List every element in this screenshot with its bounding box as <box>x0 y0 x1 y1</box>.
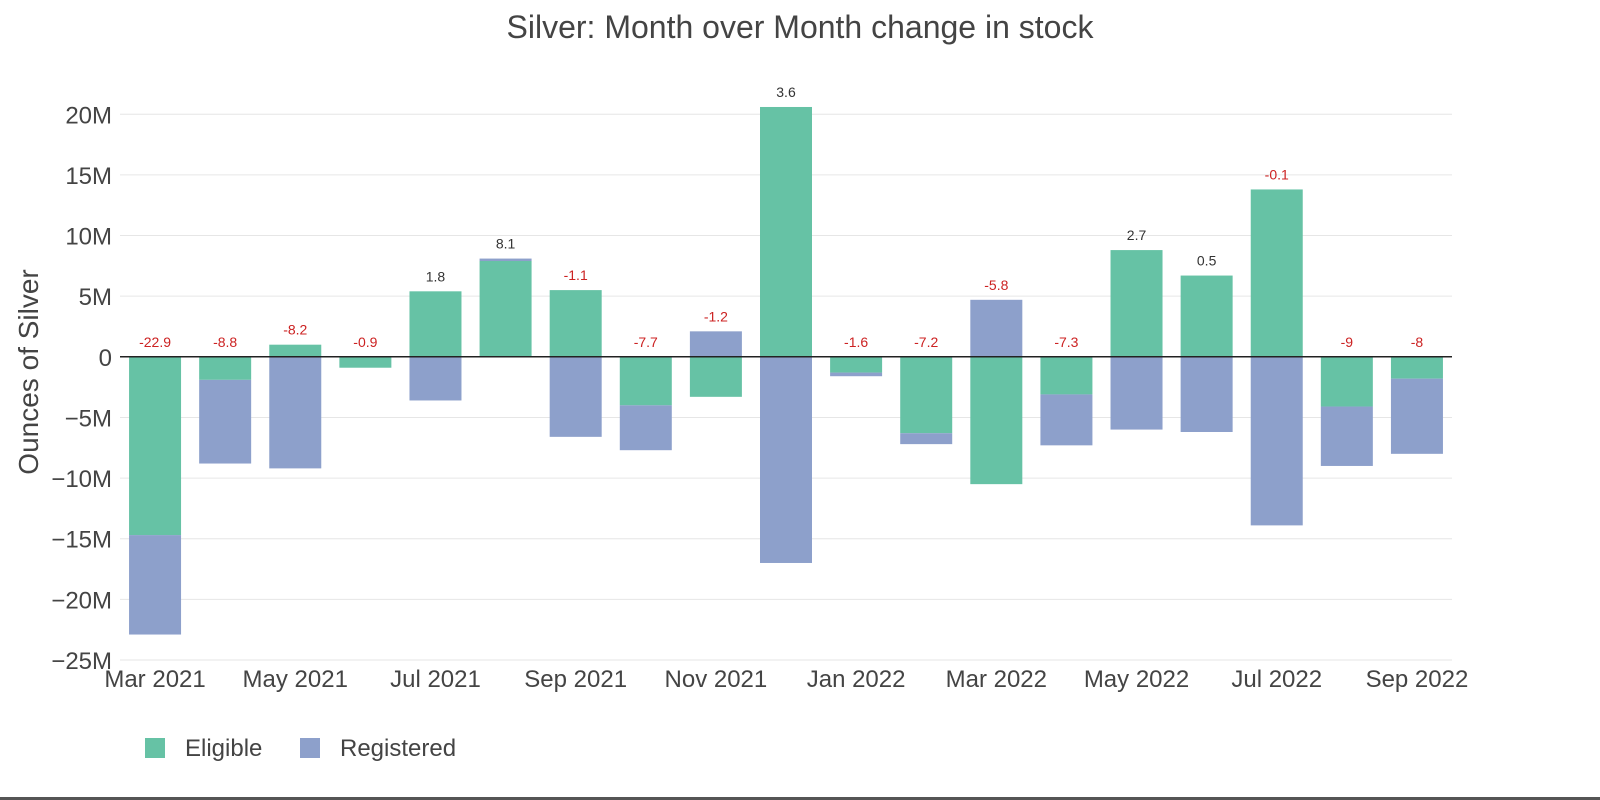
bar-eligible-feb-2022[interactable] <box>900 356 953 434</box>
total-label: -1.6 <box>844 334 868 350</box>
bar-registered-may-2022[interactable] <box>1110 356 1163 430</box>
bar-registered-apr-2021[interactable] <box>199 379 252 464</box>
bar-registered-jan-2022[interactable] <box>830 372 883 377</box>
y-tick-label: 10M <box>65 224 112 251</box>
total-label: -8.8 <box>213 334 237 350</box>
total-labels: -22.9 -8.8 -8.2 -0.9 1.8 8.1 -1.1 -7.7 -1.2 3.6 -1… <box>139 84 1423 350</box>
x-tick-label: Jul 2021 <box>390 666 481 693</box>
bar-eligible-nov-2021[interactable] <box>689 356 742 397</box>
y-tick-label: −15M <box>51 527 112 554</box>
y-tick-label: −25M <box>51 648 112 675</box>
total-label: -9 <box>1341 334 1354 350</box>
bar-eligible-sep-2022[interactable] <box>1390 356 1443 379</box>
bar-eligible-dec-2021[interactable] <box>760 106 812 357</box>
bar-registered-mar-2022[interactable] <box>970 299 1023 357</box>
y-tick-label: −10M <box>51 466 112 493</box>
total-label: -0.9 <box>353 334 377 350</box>
bar-registered-jul-2022[interactable] <box>1250 356 1303 526</box>
bar-eligible-apr-2021[interactable] <box>199 356 252 380</box>
bar-registered-feb-2022[interactable] <box>900 433 953 445</box>
total-label: -8.2 <box>283 322 307 338</box>
bar-registered-may-2021[interactable] <box>269 356 322 469</box>
legend-label: Eligible <box>185 735 262 762</box>
bar-registered-jul-2021[interactable] <box>409 356 462 401</box>
bar-eligible-aug-2022[interactable] <box>1320 356 1373 407</box>
bar-eligible-may-2021[interactable] <box>269 344 322 357</box>
bar-eligible-aug-2021[interactable] <box>479 261 532 357</box>
x-tick-label: Mar 2021 <box>104 666 205 693</box>
y-tick-label: 20M <box>65 102 112 129</box>
bottom-border <box>0 797 1600 800</box>
bar-eligible-jun-2022[interactable] <box>1180 275 1233 357</box>
bar-registered-oct-2021[interactable] <box>619 405 672 451</box>
x-tick-label: Mar 2022 <box>946 666 1047 693</box>
bar-registered-sep-2022[interactable] <box>1390 378 1443 454</box>
y-tick-label: −5M <box>65 405 112 432</box>
total-label: -22.9 <box>139 334 171 350</box>
bar-registered-dec-2021[interactable] <box>760 356 812 563</box>
total-label: -7.3 <box>1054 334 1078 350</box>
total-label: -7.7 <box>634 334 658 350</box>
total-label: 1.8 <box>426 268 446 284</box>
bar-registered-aug-2022[interactable] <box>1320 406 1373 466</box>
chart-title: Silver: Month over Month change in stock <box>507 9 1095 45</box>
x-axis-ticks: Mar 2021 May 2021 Jul 2021 Sep 2021 Nov 2021… <box>104 666 1468 693</box>
bar-eligible-jan-2022[interactable] <box>830 356 883 373</box>
bar-registered-sep-2021[interactable] <box>549 356 602 437</box>
bar-eligible-apr-2022[interactable] <box>1040 356 1093 395</box>
y-tick-label: 15M <box>65 163 112 190</box>
legend-item-eligible[interactable]: Eligible <box>145 735 262 762</box>
bar-eligible-sep-2021[interactable] <box>549 290 602 357</box>
y-tick-label: 5M <box>79 284 112 311</box>
legend-swatch-eligible <box>145 738 165 758</box>
x-tick-label: Sep 2021 <box>524 666 627 693</box>
y-axis-label: Ounces of Silver <box>13 269 44 474</box>
total-label: 8.1 <box>496 236 516 252</box>
total-label: 2.7 <box>1127 227 1147 243</box>
bar-eligible-may-2022[interactable] <box>1110 250 1163 357</box>
y-axis-ticks: 20M 15M 10M 5M 0 −5M −10M −15M −20M −25M <box>51 102 112 675</box>
bar-registered-apr-2022[interactable] <box>1040 394 1093 446</box>
legend-label: Registered <box>340 735 456 762</box>
total-label: 0.5 <box>1197 253 1217 269</box>
x-tick-label: Nov 2021 <box>665 666 768 693</box>
total-label: -5.8 <box>984 277 1008 293</box>
bar-registered-jun-2022[interactable] <box>1180 356 1233 432</box>
x-tick-label: Sep 2022 <box>1366 666 1469 693</box>
bar-eligible-jul-2021[interactable] <box>409 291 462 357</box>
x-tick-label: May 2021 <box>243 666 348 693</box>
bar-registered-aug-2021[interactable] <box>479 258 532 261</box>
x-tick-label: May 2022 <box>1084 666 1189 693</box>
y-tick-label: −20M <box>51 587 112 614</box>
legend-item-registered[interactable]: Registered <box>300 735 456 762</box>
x-tick-label: Jan 2022 <box>807 666 906 693</box>
legend[interactable]: Eligible Registered <box>145 735 456 762</box>
total-label: -1.2 <box>704 308 728 324</box>
total-label: -8 <box>1411 334 1424 350</box>
total-label: 3.6 <box>776 84 796 100</box>
bar-registered-nov-2021[interactable] <box>689 331 742 357</box>
bar-registered-mar-2021[interactable] <box>129 535 182 635</box>
y-tick-label: 0 <box>99 345 112 372</box>
bars-group <box>129 106 1443 635</box>
total-label: -0.1 <box>1265 166 1289 182</box>
bar-eligible-mar-2022[interactable] <box>970 356 1023 485</box>
total-label: -7.2 <box>914 334 938 350</box>
bar-eligible-jun-2021[interactable] <box>339 356 392 368</box>
x-tick-label: Jul 2022 <box>1231 666 1322 693</box>
bar-eligible-jul-2022[interactable] <box>1250 189 1303 357</box>
bar-eligible-mar-2021[interactable] <box>129 356 182 536</box>
total-label: -1.1 <box>564 267 588 283</box>
legend-swatch-registered <box>300 738 320 758</box>
bar-eligible-oct-2021[interactable] <box>619 356 672 406</box>
